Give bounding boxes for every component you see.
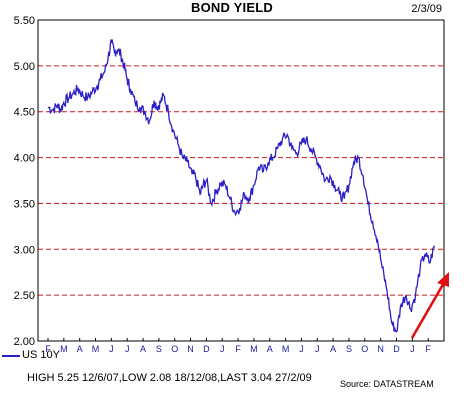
y-tick-label: 5.00 [14, 61, 35, 73]
x-tick-label: J [220, 344, 225, 354]
x-tick-label: A [77, 344, 83, 354]
y-tick-label: 4.00 [14, 153, 35, 165]
date-label: 2/3/09 [411, 3, 442, 15]
x-tick-label: F [235, 344, 241, 354]
y-tick-label: 3.50 [14, 198, 35, 210]
x-tick-label: N [377, 344, 384, 354]
x-tick-label: A [140, 344, 146, 354]
trend-arrow [410, 272, 449, 339]
y-axis-ticks: 2.00 2.50 3.00 3.50 4.00 4.50 5.00 5.50 [14, 15, 35, 348]
x-tick-label: M [60, 344, 68, 354]
plot-frame [37, 19, 445, 342]
x-tick-label: J [299, 344, 304, 354]
x-tick-label: S [156, 344, 162, 354]
series-us-10y [47, 38, 436, 333]
x-tick-label: F [425, 344, 431, 354]
x-tick-label: F [45, 344, 51, 354]
chart-title: BOND YIELD [191, 0, 273, 15]
x-tick-label: A [330, 344, 336, 354]
y-tick-label: 4.50 [14, 107, 35, 119]
x-tick-label: S [346, 344, 352, 354]
x-tick-label: M [250, 344, 258, 354]
x-tick-label: O [171, 344, 178, 354]
x-tick-label: A [267, 344, 273, 354]
x-tick-label: O [361, 344, 368, 354]
source-label: Source: DATASTREAM [340, 379, 434, 389]
x-tick-label: M [282, 344, 290, 354]
y-tick-label: 3.00 [14, 244, 35, 256]
x-tick-label: D [393, 344, 400, 354]
grid-lines [38, 65, 444, 296]
x-tick-label: J [410, 344, 415, 354]
footer-stats: HIGH 5.25 12/6/07,LOW 2.08 18/12/08,LAST… [27, 372, 312, 384]
x-tick-label: J [109, 344, 114, 354]
x-tick-label: N [187, 344, 194, 354]
x-tick-label: D [203, 344, 210, 354]
y-tick-label: 5.50 [14, 15, 35, 27]
y-tick-label: 2.00 [14, 336, 35, 348]
legend-label: US 10Y [22, 349, 60, 361]
y-tick-label: 2.50 [14, 290, 35, 302]
x-tick-label: J [125, 344, 130, 354]
x-tick-label: J [315, 344, 320, 354]
x-tick-label: M [92, 344, 100, 354]
